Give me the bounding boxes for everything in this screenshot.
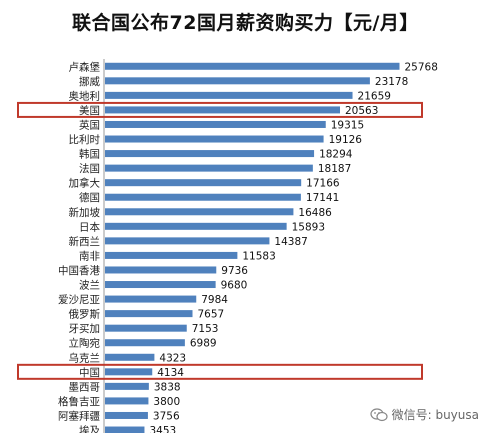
bar [105,62,400,70]
bar [105,368,153,376]
data-label: 9680 [221,280,248,292]
wechat-icon [369,407,388,421]
bar [105,324,187,332]
category-label: 乌克兰 [69,351,101,364]
watermark: 微信号: buyusa [365,404,483,425]
category-label: 中国 [79,366,100,379]
category-label: 加拿大 [69,177,101,190]
watermark-text: 微信号: buyusa [391,408,479,422]
data-label: 11583 [242,250,275,262]
chart-title: 联合国公布72国月薪资购买力【元/月】 [72,12,419,34]
bar [105,150,315,158]
bar [105,251,238,259]
bar [105,411,148,419]
category-label: 新加坡 [69,206,101,219]
data-label: 20563 [345,105,378,117]
category-label: 中国香港 [58,264,100,277]
category-label: 爱沙尼亚 [58,293,100,306]
data-label: 14387 [274,236,307,248]
category-label: 奥地利 [69,89,101,102]
bar [105,222,287,230]
bar [105,179,302,187]
bar [105,266,217,274]
category-label: 挪威 [79,75,100,88]
bar [105,237,270,245]
data-label: 19315 [331,119,364,131]
bar [105,382,149,390]
category-label: 新西兰 [69,235,101,248]
data-label: 15893 [292,221,325,233]
bar [105,295,197,303]
category-label: 韩国 [79,148,100,161]
data-label: 25768 [404,61,437,73]
bar [105,91,353,99]
bar [105,310,193,318]
data-label: 4323 [159,352,186,364]
data-label: 3453 [149,425,176,433]
category-label: 美国 [79,104,100,117]
bar [105,397,149,405]
category-label: 法国 [79,162,100,175]
category-label: 日本 [79,220,100,233]
bar [105,164,313,172]
category-label: 德国 [79,191,100,204]
category-label: 卢森堡 [69,60,101,73]
category-label: 俄罗斯 [69,308,101,321]
bar [105,353,155,361]
data-label: 18187 [318,163,351,175]
category-label: 南非 [79,249,100,262]
bar [105,339,185,347]
data-label: 7984 [201,294,228,306]
bar [105,135,324,143]
category-label: 墨西哥 [69,381,101,393]
data-label: 4134 [157,367,184,379]
category-label: 格鲁吉亚 [58,395,100,408]
category-label: 波兰 [79,279,100,292]
data-label: 17141 [306,192,339,204]
category-label: 立陶宛 [69,337,101,350]
category-label: 比利时 [69,133,101,146]
category-label: 牙买加 [69,323,101,335]
data-label: 3800 [153,396,180,408]
data-label: 23178 [375,76,408,88]
data-label: 18294 [319,149,353,161]
highlight-box [17,101,423,118]
data-label: 16486 [298,207,332,219]
data-label: 17166 [306,178,340,190]
bar [105,106,341,114]
category-label: 阿塞拜疆 [58,409,100,422]
bar [105,208,294,216]
data-label: 7153 [192,323,219,335]
data-label: 19126 [329,134,363,146]
data-label: 6989 [190,338,217,350]
bar [105,193,301,201]
data-label: 21659 [358,90,391,102]
category-label: 英国 [79,118,100,131]
data-label: 7657 [198,309,225,321]
data-label: 3756 [153,410,180,422]
bar [105,120,326,128]
category-label: 埃及 [79,424,100,433]
data-label: 9736 [221,265,248,277]
highlight-box [17,363,423,380]
bar [105,77,370,85]
data-label: 3838 [154,381,181,393]
bar [105,426,145,433]
bars-group: 卢森堡 25768 挪威 23178 奥地利 21659 美国 20563 英国 19315 比利时… [17,59,438,433]
bar [105,281,216,289]
